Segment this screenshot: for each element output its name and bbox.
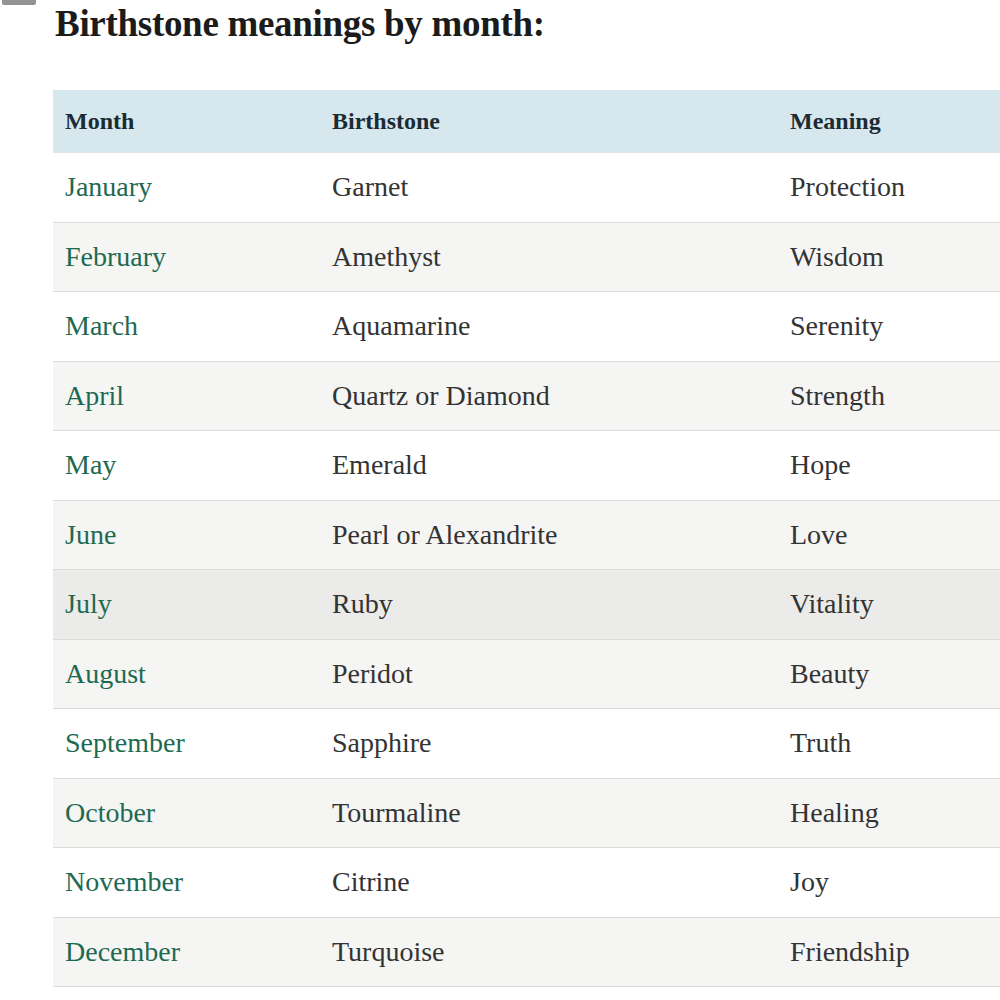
meaning-cell: Beauty (778, 639, 1000, 709)
month-cell: December (53, 917, 320, 987)
month-cell: January (53, 153, 320, 223)
column-header-birthstone: Birthstone (320, 90, 778, 153)
table-row: November Citrine Joy (53, 848, 1000, 918)
month-cell: July (53, 570, 320, 640)
month-link[interactable]: February (65, 241, 166, 272)
birthstone-table: Month Birthstone Meaning January Garnet … (53, 90, 1000, 987)
birthstone-cell: Amethyst (320, 222, 778, 292)
month-cell: October (53, 778, 320, 848)
meaning-cell: Friendship (778, 917, 1000, 987)
month-link[interactable]: March (65, 310, 138, 341)
month-cell: September (53, 709, 320, 779)
birthstone-cell: Quartz or Diamond (320, 361, 778, 431)
birthstone-cell: Pearl or Alexandrite (320, 500, 778, 570)
meaning-cell: Wisdom (778, 222, 1000, 292)
month-link[interactable]: August (65, 658, 146, 689)
meaning-cell: Serenity (778, 292, 1000, 362)
cropped-content-artifact (2, 0, 36, 5)
month-cell: May (53, 431, 320, 501)
table-row: September Sapphire Truth (53, 709, 1000, 779)
meaning-cell: Healing (778, 778, 1000, 848)
birthstone-cell: Emerald (320, 431, 778, 501)
month-cell: February (53, 222, 320, 292)
page-title: Birthstone meanings by month: (55, 2, 545, 45)
table-row: May Emerald Hope (53, 431, 1000, 501)
table-row: February Amethyst Wisdom (53, 222, 1000, 292)
month-link[interactable]: September (65, 727, 185, 758)
month-cell: March (53, 292, 320, 362)
month-link[interactable]: October (65, 797, 155, 828)
meaning-cell: Joy (778, 848, 1000, 918)
birthstone-cell: Sapphire (320, 709, 778, 779)
table-row: June Pearl or Alexandrite Love (53, 500, 1000, 570)
meaning-cell: Vitality (778, 570, 1000, 640)
month-cell: June (53, 500, 320, 570)
month-link[interactable]: July (65, 588, 112, 619)
birthstone-cell: Citrine (320, 848, 778, 918)
month-link[interactable]: January (65, 171, 152, 202)
table-row: July Ruby Vitality (53, 570, 1000, 640)
meaning-cell: Love (778, 500, 1000, 570)
birthstone-cell: Garnet (320, 153, 778, 223)
month-cell: August (53, 639, 320, 709)
birthstone-cell: Peridot (320, 639, 778, 709)
month-link[interactable]: December (65, 936, 180, 967)
month-cell: April (53, 361, 320, 431)
table-row: March Aquamarine Serenity (53, 292, 1000, 362)
meaning-cell: Strength (778, 361, 1000, 431)
birthstone-cell: Tourmaline (320, 778, 778, 848)
table-body: January Garnet Protection February Ameth… (53, 153, 1000, 987)
table-row: April Quartz or Diamond Strength (53, 361, 1000, 431)
column-header-month: Month (53, 90, 320, 153)
birthstone-cell: Turquoise (320, 917, 778, 987)
month-link[interactable]: May (65, 449, 116, 480)
table-row: January Garnet Protection (53, 153, 1000, 223)
table-row: December Turquoise Friendship (53, 917, 1000, 987)
column-header-meaning: Meaning (778, 90, 1000, 153)
header-row: Month Birthstone Meaning (53, 90, 1000, 153)
month-link[interactable]: June (65, 519, 116, 550)
table-row: August Peridot Beauty (53, 639, 1000, 709)
birthstone-cell: Aquamarine (320, 292, 778, 362)
month-link[interactable]: November (65, 866, 183, 897)
meaning-cell: Hope (778, 431, 1000, 501)
table-row: October Tourmaline Healing (53, 778, 1000, 848)
month-link[interactable]: April (65, 380, 124, 411)
meaning-cell: Protection (778, 153, 1000, 223)
birthstone-cell: Ruby (320, 570, 778, 640)
meaning-cell: Truth (778, 709, 1000, 779)
page: Birthstone meanings by month: Month Birt… (0, 0, 1000, 1000)
month-cell: November (53, 848, 320, 918)
